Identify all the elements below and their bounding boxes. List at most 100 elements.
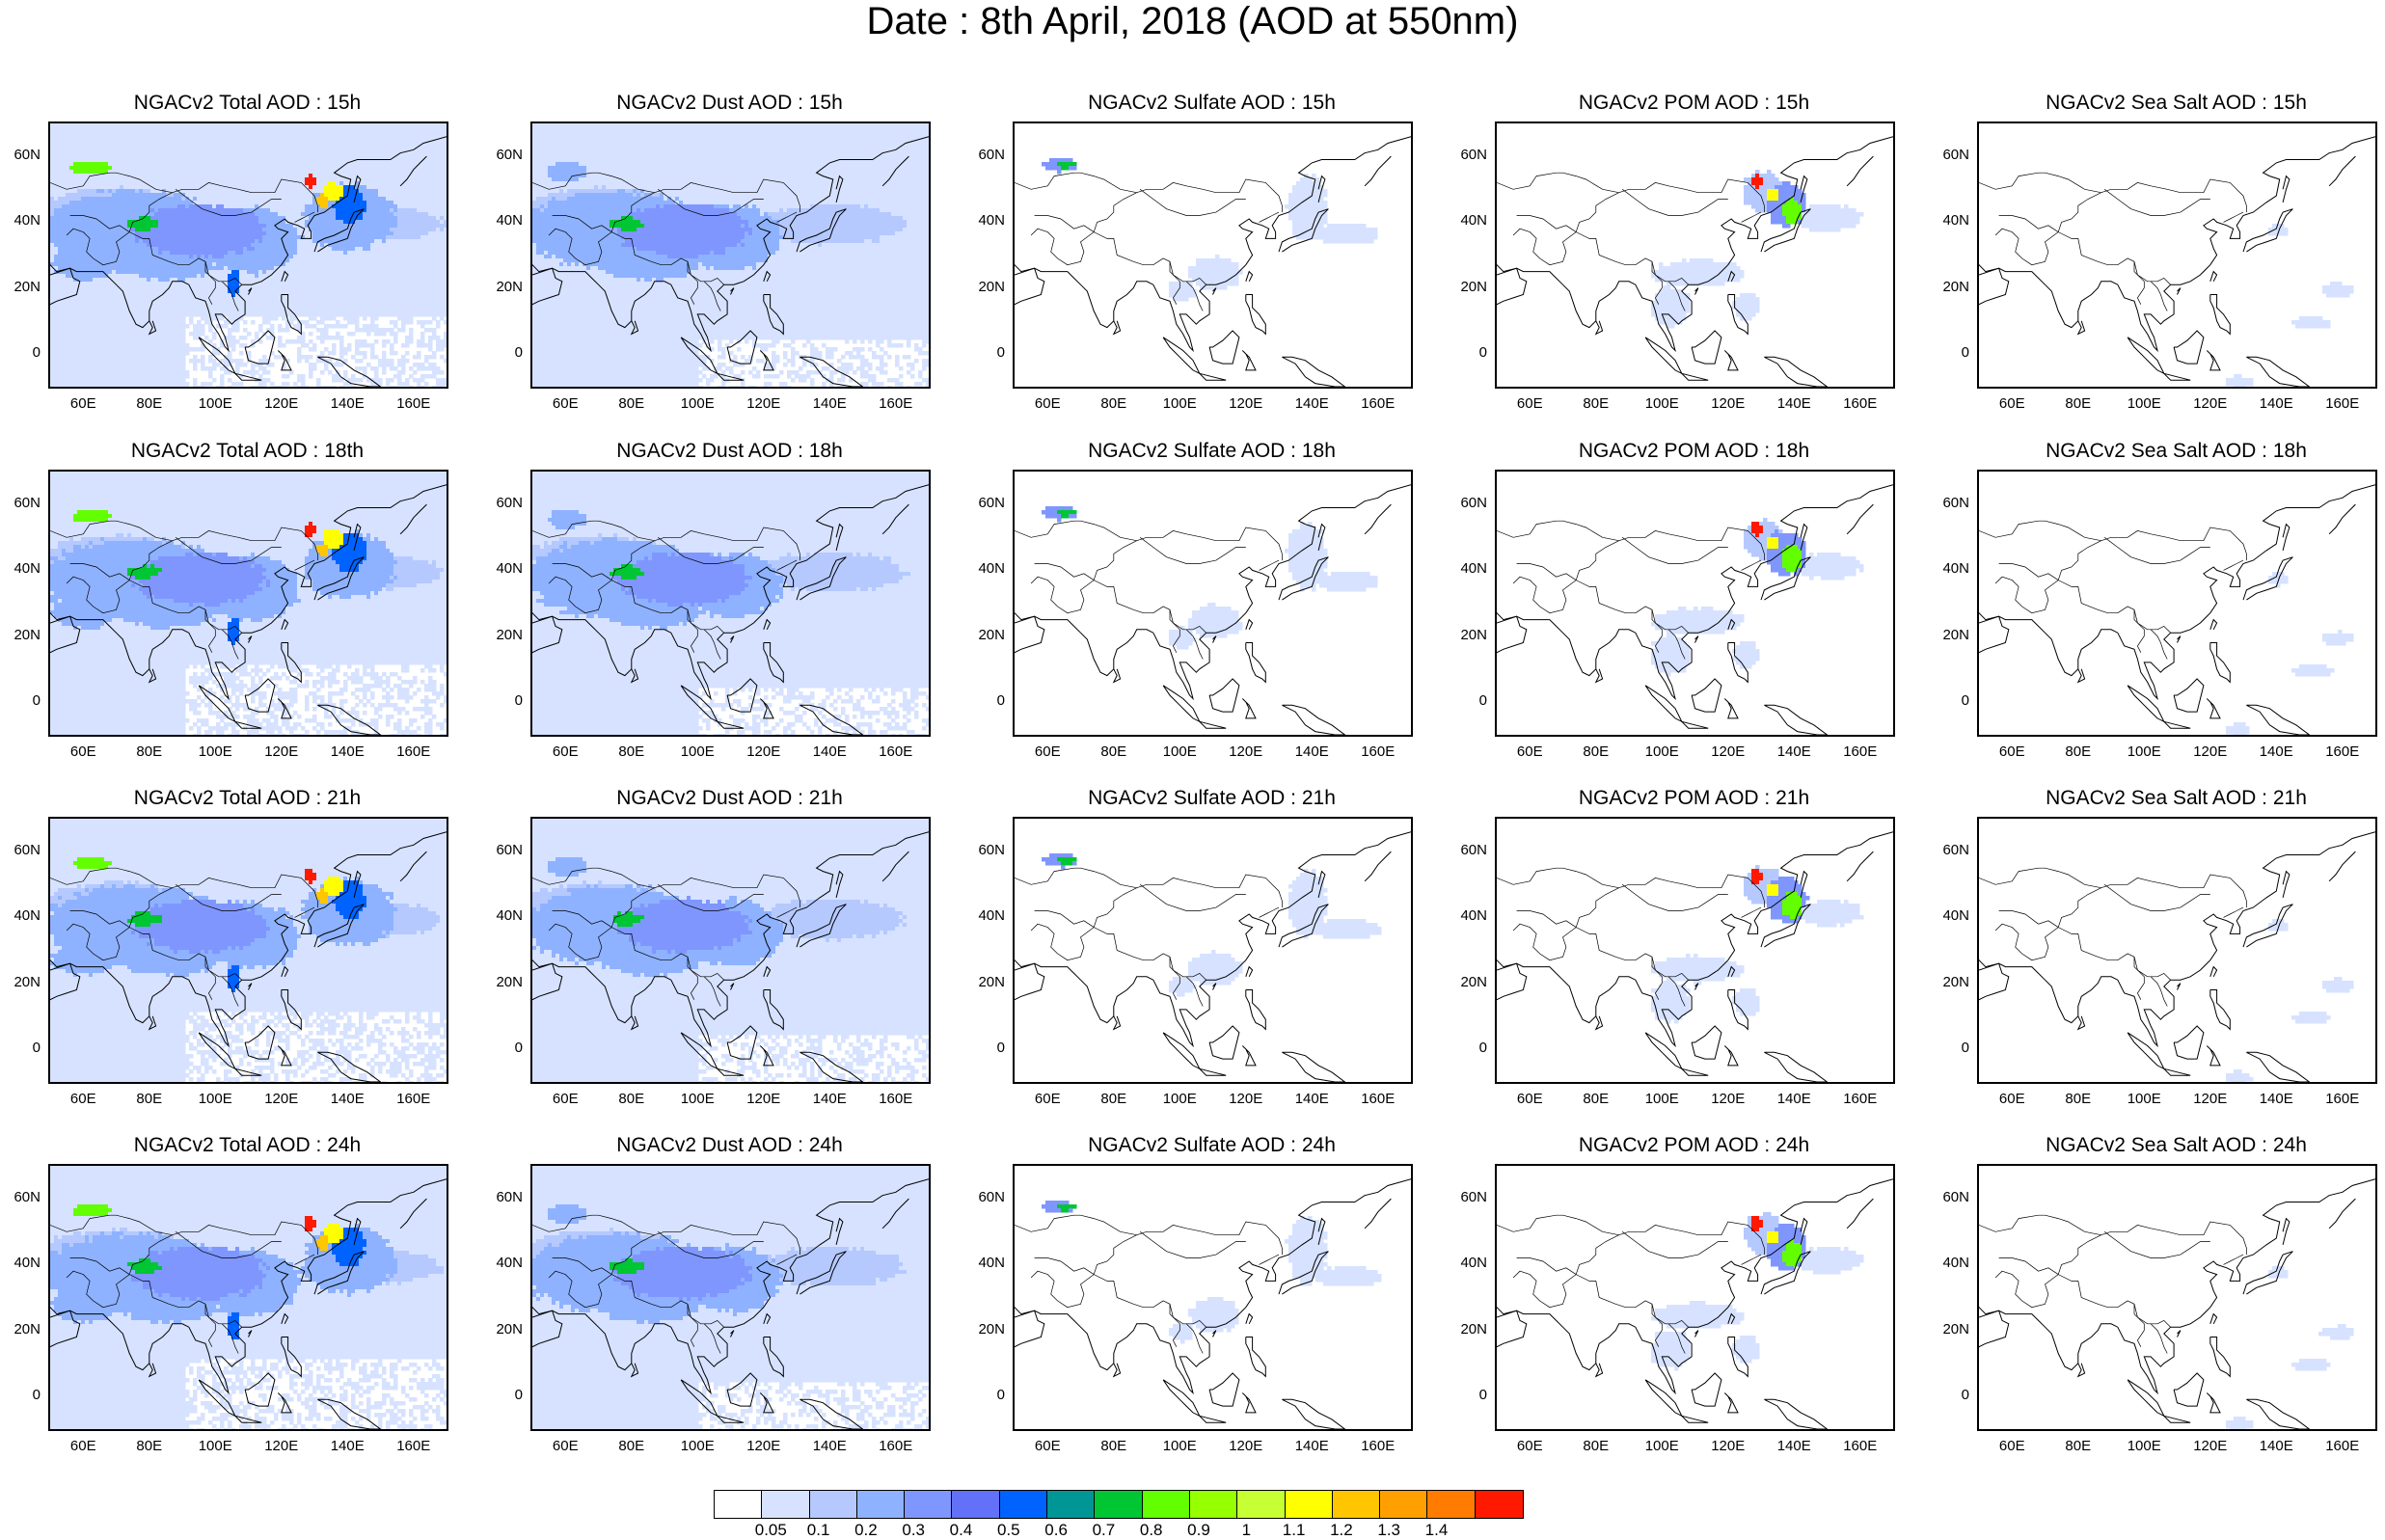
lon-tick-label: 80E <box>1085 396 1143 412</box>
coastline <box>2283 176 2290 203</box>
panel-title: NGACv2 Dust AOD : 18h <box>530 439 929 464</box>
lon-tick-label: 80E <box>121 1092 178 1107</box>
coastline <box>2283 872 2290 898</box>
lon-tick-label: 100E <box>1151 1439 1208 1454</box>
lat-tick-label: 40N <box>1921 213 1969 229</box>
country-border <box>1517 875 1765 928</box>
lat-tick-label: 0 <box>957 1040 1005 1056</box>
lon-tick-label: 120E <box>253 396 311 412</box>
coastline <box>1979 258 2009 314</box>
lon-tick-label: 100E <box>1151 396 1208 412</box>
country-border <box>1999 527 2247 581</box>
coastline <box>1682 373 1708 380</box>
coastline <box>1242 1393 1256 1413</box>
aod-field <box>1651 518 1864 677</box>
country-border <box>1999 1222 2247 1275</box>
panel-title: NGACv2 POM AOD : 21h <box>1495 786 1893 811</box>
colorbar-label: 1.2 <box>1317 1521 1366 1540</box>
coastline <box>1497 258 1527 314</box>
country-border <box>1051 928 1206 981</box>
lon-tick-label: 60E <box>54 1092 112 1107</box>
lon-tick-label: 120E <box>253 1439 311 1454</box>
coastline <box>1979 1301 2009 1357</box>
coastline <box>1645 1033 1682 1069</box>
map-frame <box>1013 122 1413 389</box>
lon-tick-label: 100E <box>668 1092 726 1107</box>
lon-tick-label: 60E <box>1018 744 1076 760</box>
map-frame <box>1495 122 1895 389</box>
coastline <box>2246 1399 2309 1429</box>
lon-tick-label: 60E <box>1018 1439 1076 1454</box>
lon-tick-label: 80E <box>603 1439 661 1454</box>
lon-tick-label: 100E <box>668 396 726 412</box>
lon-tick-label: 80E <box>1567 1092 1625 1107</box>
lon-tick-label: 120E <box>735 1439 793 1454</box>
lat-tick-label: 20N <box>1439 975 1487 990</box>
lon-tick-label: 100E <box>186 1439 244 1454</box>
lon-tick-label: 160E <box>1831 1092 1889 1107</box>
map-frame <box>1495 1164 1895 1431</box>
lon-tick-label: 140E <box>800 1092 858 1107</box>
lon-tick-label: 140E <box>1283 1092 1341 1107</box>
lat-tick-label: 20N <box>1439 1322 1487 1337</box>
lon-tick-label: 160E <box>867 1439 925 1454</box>
lon-tick-label: 80E <box>1085 1092 1143 1107</box>
lon-tick-label: 160E <box>1349 1092 1407 1107</box>
colorbar-swatch <box>1047 1491 1095 1518</box>
lat-tick-label: 0 <box>1439 1040 1487 1056</box>
colorbar-label: 0.6 <box>1032 1521 1080 1540</box>
lat-tick-label: 20N <box>0 628 41 643</box>
coastline <box>1596 1364 1603 1377</box>
lat-tick-label: 0 <box>1439 1388 1487 1403</box>
panel-title: NGACv2 Sea Salt AOD : 15h <box>1977 91 2375 116</box>
aod-field <box>2226 572 2354 735</box>
country-border <box>1035 179 1283 232</box>
lon-tick-label: 80E <box>603 744 661 760</box>
colorbar-swatch <box>1237 1491 1285 1518</box>
lon-tick-label: 100E <box>1151 1092 1208 1107</box>
map-svg <box>1497 472 1893 735</box>
coastline <box>1246 620 1253 630</box>
coastline <box>1163 1033 1200 1069</box>
country-border <box>1497 521 1619 541</box>
coastline <box>2329 1199 2355 1229</box>
lat-tick-label: 60N <box>1439 496 1487 511</box>
coastline <box>1692 679 1721 712</box>
lat-tick-label: 0 <box>474 1040 523 1056</box>
colorbar-label: 0.4 <box>937 1521 986 1540</box>
colorbar-swatch <box>905 1491 952 1518</box>
country-border <box>2104 189 2210 215</box>
lat-tick-label: 20N <box>1921 280 1969 295</box>
map-frame <box>48 470 448 737</box>
lon-tick-label: 140E <box>1765 744 1823 760</box>
country-border <box>1031 577 1051 583</box>
colorbar-swatch <box>810 1491 857 1518</box>
lon-tick-label: 100E <box>186 396 244 412</box>
lat-tick-label: 0 <box>0 693 41 709</box>
colorbar-swatch <box>762 1491 809 1518</box>
map-svg <box>50 123 447 387</box>
lon-tick-label: 60E <box>1983 1092 2041 1107</box>
aod-field <box>1042 506 1378 650</box>
coastline <box>2283 525 2290 551</box>
country-border <box>1995 1271 2016 1278</box>
colorbar-swatch <box>1476 1491 1523 1518</box>
lon-tick-label: 100E <box>1633 1092 1691 1107</box>
coastline <box>1695 288 1698 295</box>
lon-tick-label: 160E <box>1349 744 1407 760</box>
coastline <box>1645 338 1682 374</box>
lon-tick-label: 120E <box>735 744 793 760</box>
lon-tick-label: 120E <box>1217 744 1275 760</box>
lon-tick-label: 60E <box>536 1092 594 1107</box>
lat-tick-label: 60N <box>957 496 1005 511</box>
panel-title: NGACv2 POM AOD : 18h <box>1495 439 1893 464</box>
lat-tick-label: 60N <box>474 148 523 163</box>
lon-tick-label: 140E <box>800 744 858 760</box>
panel-title: NGACv2 Sulfate AOD : 18h <box>1013 439 1411 464</box>
figure-title: Date : 8th April, 2018 (AOD at 550nm) <box>0 0 2385 42</box>
country-border <box>1035 527 1283 581</box>
